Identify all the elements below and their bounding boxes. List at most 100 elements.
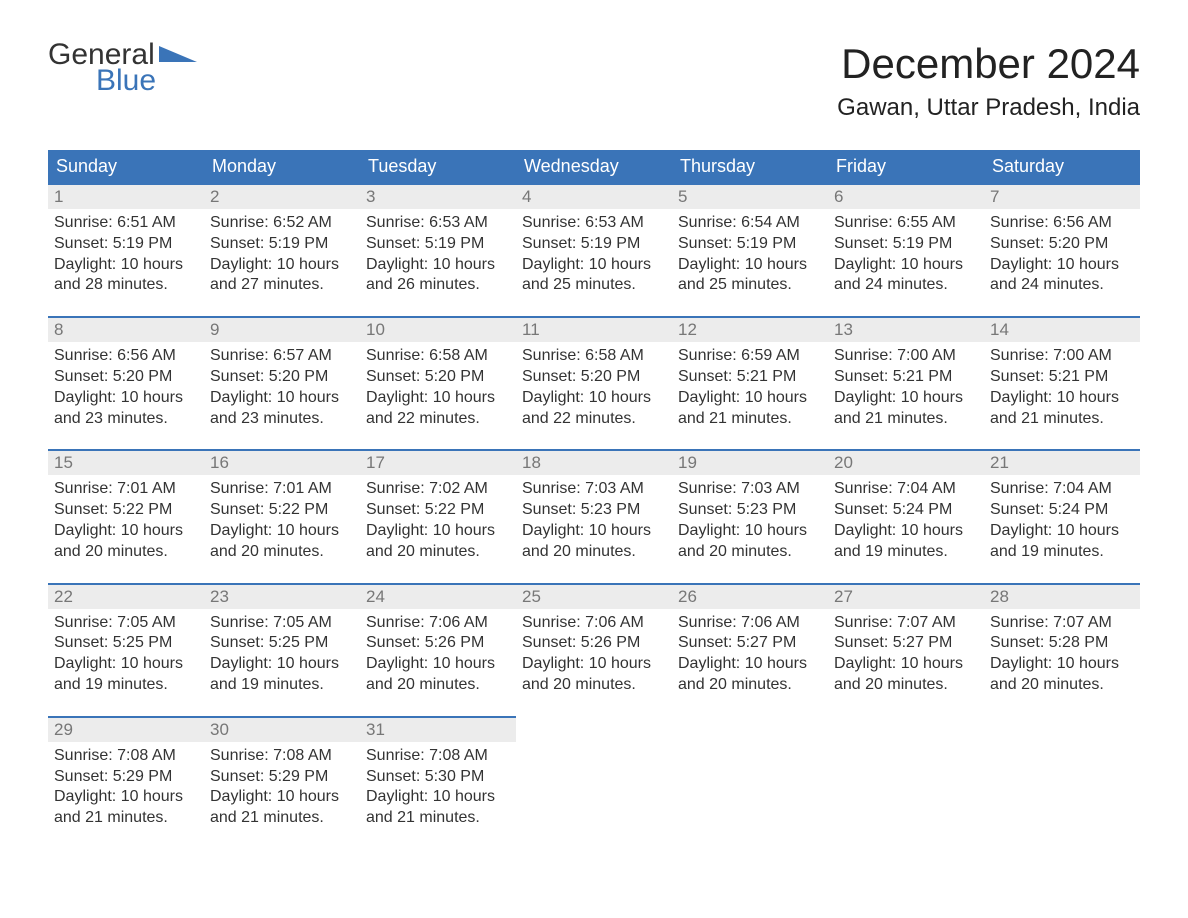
day-body: Sunrise: 7:01 AMSunset: 5:22 PMDaylight:… — [204, 475, 360, 562]
day-number: 25 — [516, 585, 672, 609]
calendar-cell: 17Sunrise: 7:02 AMSunset: 5:22 PMDayligh… — [360, 449, 516, 582]
sunset-text: Sunset: 5:19 PM — [678, 234, 822, 255]
day-body: Sunrise: 7:08 AMSunset: 5:30 PMDaylight:… — [360, 742, 516, 829]
daylight-text: Daylight: 10 hours — [990, 521, 1134, 542]
daylight-text: and 24 minutes. — [834, 275, 978, 296]
sunrise-text: Sunrise: 7:06 AM — [522, 613, 666, 634]
sunrise-text: Sunrise: 7:07 AM — [990, 613, 1134, 634]
daylight-text: Daylight: 10 hours — [990, 255, 1134, 276]
sunset-text: Sunset: 5:20 PM — [210, 367, 354, 388]
daylight-text: Daylight: 10 hours — [678, 388, 822, 409]
sunset-text: Sunset: 5:25 PM — [210, 633, 354, 654]
day-number: 29 — [48, 718, 204, 742]
calendar-cell: 4Sunrise: 6:53 AMSunset: 5:19 PMDaylight… — [516, 183, 672, 316]
sunset-text: Sunset: 5:22 PM — [366, 500, 510, 521]
sunrise-text: Sunrise: 6:58 AM — [366, 346, 510, 367]
daylight-text: Daylight: 10 hours — [834, 654, 978, 675]
day-body: Sunrise: 7:05 AMSunset: 5:25 PMDaylight:… — [48, 609, 204, 696]
day-number: 19 — [672, 451, 828, 475]
day-body: Sunrise: 6:56 AMSunset: 5:20 PMDaylight:… — [48, 342, 204, 429]
sunrise-text: Sunrise: 6:56 AM — [54, 346, 198, 367]
day-body: Sunrise: 7:06 AMSunset: 5:27 PMDaylight:… — [672, 609, 828, 696]
sunset-text: Sunset: 5:19 PM — [522, 234, 666, 255]
calendar-cell: 27Sunrise: 7:07 AMSunset: 5:27 PMDayligh… — [828, 583, 984, 716]
sunrise-text: Sunrise: 6:57 AM — [210, 346, 354, 367]
sunset-text: Sunset: 5:30 PM — [366, 767, 510, 788]
daylight-text: Daylight: 10 hours — [54, 388, 198, 409]
calendar-cell-empty — [672, 716, 828, 849]
calendar-cell: 11Sunrise: 6:58 AMSunset: 5:20 PMDayligh… — [516, 316, 672, 449]
daylight-text: and 20 minutes. — [834, 675, 978, 696]
month-title: December 2024 — [837, 40, 1140, 88]
day-body: Sunrise: 7:04 AMSunset: 5:24 PMDaylight:… — [984, 475, 1140, 562]
sunrise-text: Sunrise: 7:00 AM — [990, 346, 1134, 367]
brand-triangle-icon — [159, 46, 197, 62]
daylight-text: Daylight: 10 hours — [366, 255, 510, 276]
sunset-text: Sunset: 5:22 PM — [54, 500, 198, 521]
daylight-text: and 20 minutes. — [366, 675, 510, 696]
day-body: Sunrise: 7:05 AMSunset: 5:25 PMDaylight:… — [204, 609, 360, 696]
sunset-text: Sunset: 5:24 PM — [990, 500, 1134, 521]
daylight-text: and 24 minutes. — [990, 275, 1134, 296]
sunrise-text: Sunrise: 7:03 AM — [678, 479, 822, 500]
sunrise-text: Sunrise: 6:54 AM — [678, 213, 822, 234]
daylight-text: and 23 minutes. — [210, 409, 354, 430]
sunset-text: Sunset: 5:20 PM — [54, 367, 198, 388]
daylight-text: and 25 minutes. — [522, 275, 666, 296]
calendar-grid: SundayMondayTuesdayWednesdayThursdayFrid… — [48, 150, 1140, 849]
day-of-week-header: Friday — [828, 150, 984, 183]
sunrise-text: Sunrise: 7:05 AM — [210, 613, 354, 634]
daylight-text: Daylight: 10 hours — [210, 521, 354, 542]
day-body: Sunrise: 7:03 AMSunset: 5:23 PMDaylight:… — [516, 475, 672, 562]
sunrise-text: Sunrise: 7:01 AM — [54, 479, 198, 500]
sunset-text: Sunset: 5:21 PM — [678, 367, 822, 388]
day-body: Sunrise: 6:56 AMSunset: 5:20 PMDaylight:… — [984, 209, 1140, 296]
calendar-cell: 26Sunrise: 7:06 AMSunset: 5:27 PMDayligh… — [672, 583, 828, 716]
daylight-text: Daylight: 10 hours — [990, 388, 1134, 409]
day-body: Sunrise: 6:53 AMSunset: 5:19 PMDaylight:… — [360, 209, 516, 296]
daylight-text: Daylight: 10 hours — [210, 654, 354, 675]
title-block: December 2024 Gawan, Uttar Pradesh, Indi… — [837, 40, 1140, 122]
sunrise-text: Sunrise: 7:08 AM — [366, 746, 510, 767]
sunset-text: Sunset: 5:19 PM — [834, 234, 978, 255]
daylight-text: Daylight: 10 hours — [522, 654, 666, 675]
day-body: Sunrise: 6:55 AMSunset: 5:19 PMDaylight:… — [828, 209, 984, 296]
daylight-text: Daylight: 10 hours — [990, 654, 1134, 675]
sunset-text: Sunset: 5:19 PM — [54, 234, 198, 255]
sunrise-text: Sunrise: 7:00 AM — [834, 346, 978, 367]
day-body: Sunrise: 7:03 AMSunset: 5:23 PMDaylight:… — [672, 475, 828, 562]
calendar-cell: 3Sunrise: 6:53 AMSunset: 5:19 PMDaylight… — [360, 183, 516, 316]
day-number: 28 — [984, 585, 1140, 609]
sunset-text: Sunset: 5:23 PM — [522, 500, 666, 521]
calendar-cell: 18Sunrise: 7:03 AMSunset: 5:23 PMDayligh… — [516, 449, 672, 582]
calendar-cell: 19Sunrise: 7:03 AMSunset: 5:23 PMDayligh… — [672, 449, 828, 582]
day-of-week-header: Monday — [204, 150, 360, 183]
calendar-cell-empty — [516, 716, 672, 849]
sunrise-text: Sunrise: 6:55 AM — [834, 213, 978, 234]
day-number: 14 — [984, 318, 1140, 342]
daylight-text: and 20 minutes. — [366, 542, 510, 563]
calendar-cell: 16Sunrise: 7:01 AMSunset: 5:22 PMDayligh… — [204, 449, 360, 582]
sunrise-text: Sunrise: 7:01 AM — [210, 479, 354, 500]
daylight-text: Daylight: 10 hours — [210, 255, 354, 276]
header: General Blue December 2024 Gawan, Uttar … — [48, 40, 1140, 122]
daylight-text: and 20 minutes. — [990, 675, 1134, 696]
sunrise-text: Sunrise: 7:06 AM — [366, 613, 510, 634]
daylight-text: and 20 minutes. — [678, 675, 822, 696]
day-body: Sunrise: 7:08 AMSunset: 5:29 PMDaylight:… — [48, 742, 204, 829]
day-number: 24 — [360, 585, 516, 609]
day-number: 9 — [204, 318, 360, 342]
daylight-text: Daylight: 10 hours — [54, 255, 198, 276]
daylight-text: Daylight: 10 hours — [678, 255, 822, 276]
calendar-cell: 9 Sunrise: 6:57 AMSunset: 5:20 PMDaylight… — [204, 316, 360, 449]
day-number: 17 — [360, 451, 516, 475]
day-number: 2 — [204, 185, 360, 209]
sunset-text: Sunset: 5:29 PM — [210, 767, 354, 788]
daylight-text: Daylight: 10 hours — [366, 521, 510, 542]
calendar-cell-empty — [984, 716, 1140, 849]
daylight-text: and 21 minutes. — [210, 808, 354, 829]
daylight-text: Daylight: 10 hours — [210, 388, 354, 409]
sunrise-text: Sunrise: 7:03 AM — [522, 479, 666, 500]
day-body: Sunrise: 7:07 AMSunset: 5:27 PMDaylight:… — [828, 609, 984, 696]
sunset-text: Sunset: 5:24 PM — [834, 500, 978, 521]
